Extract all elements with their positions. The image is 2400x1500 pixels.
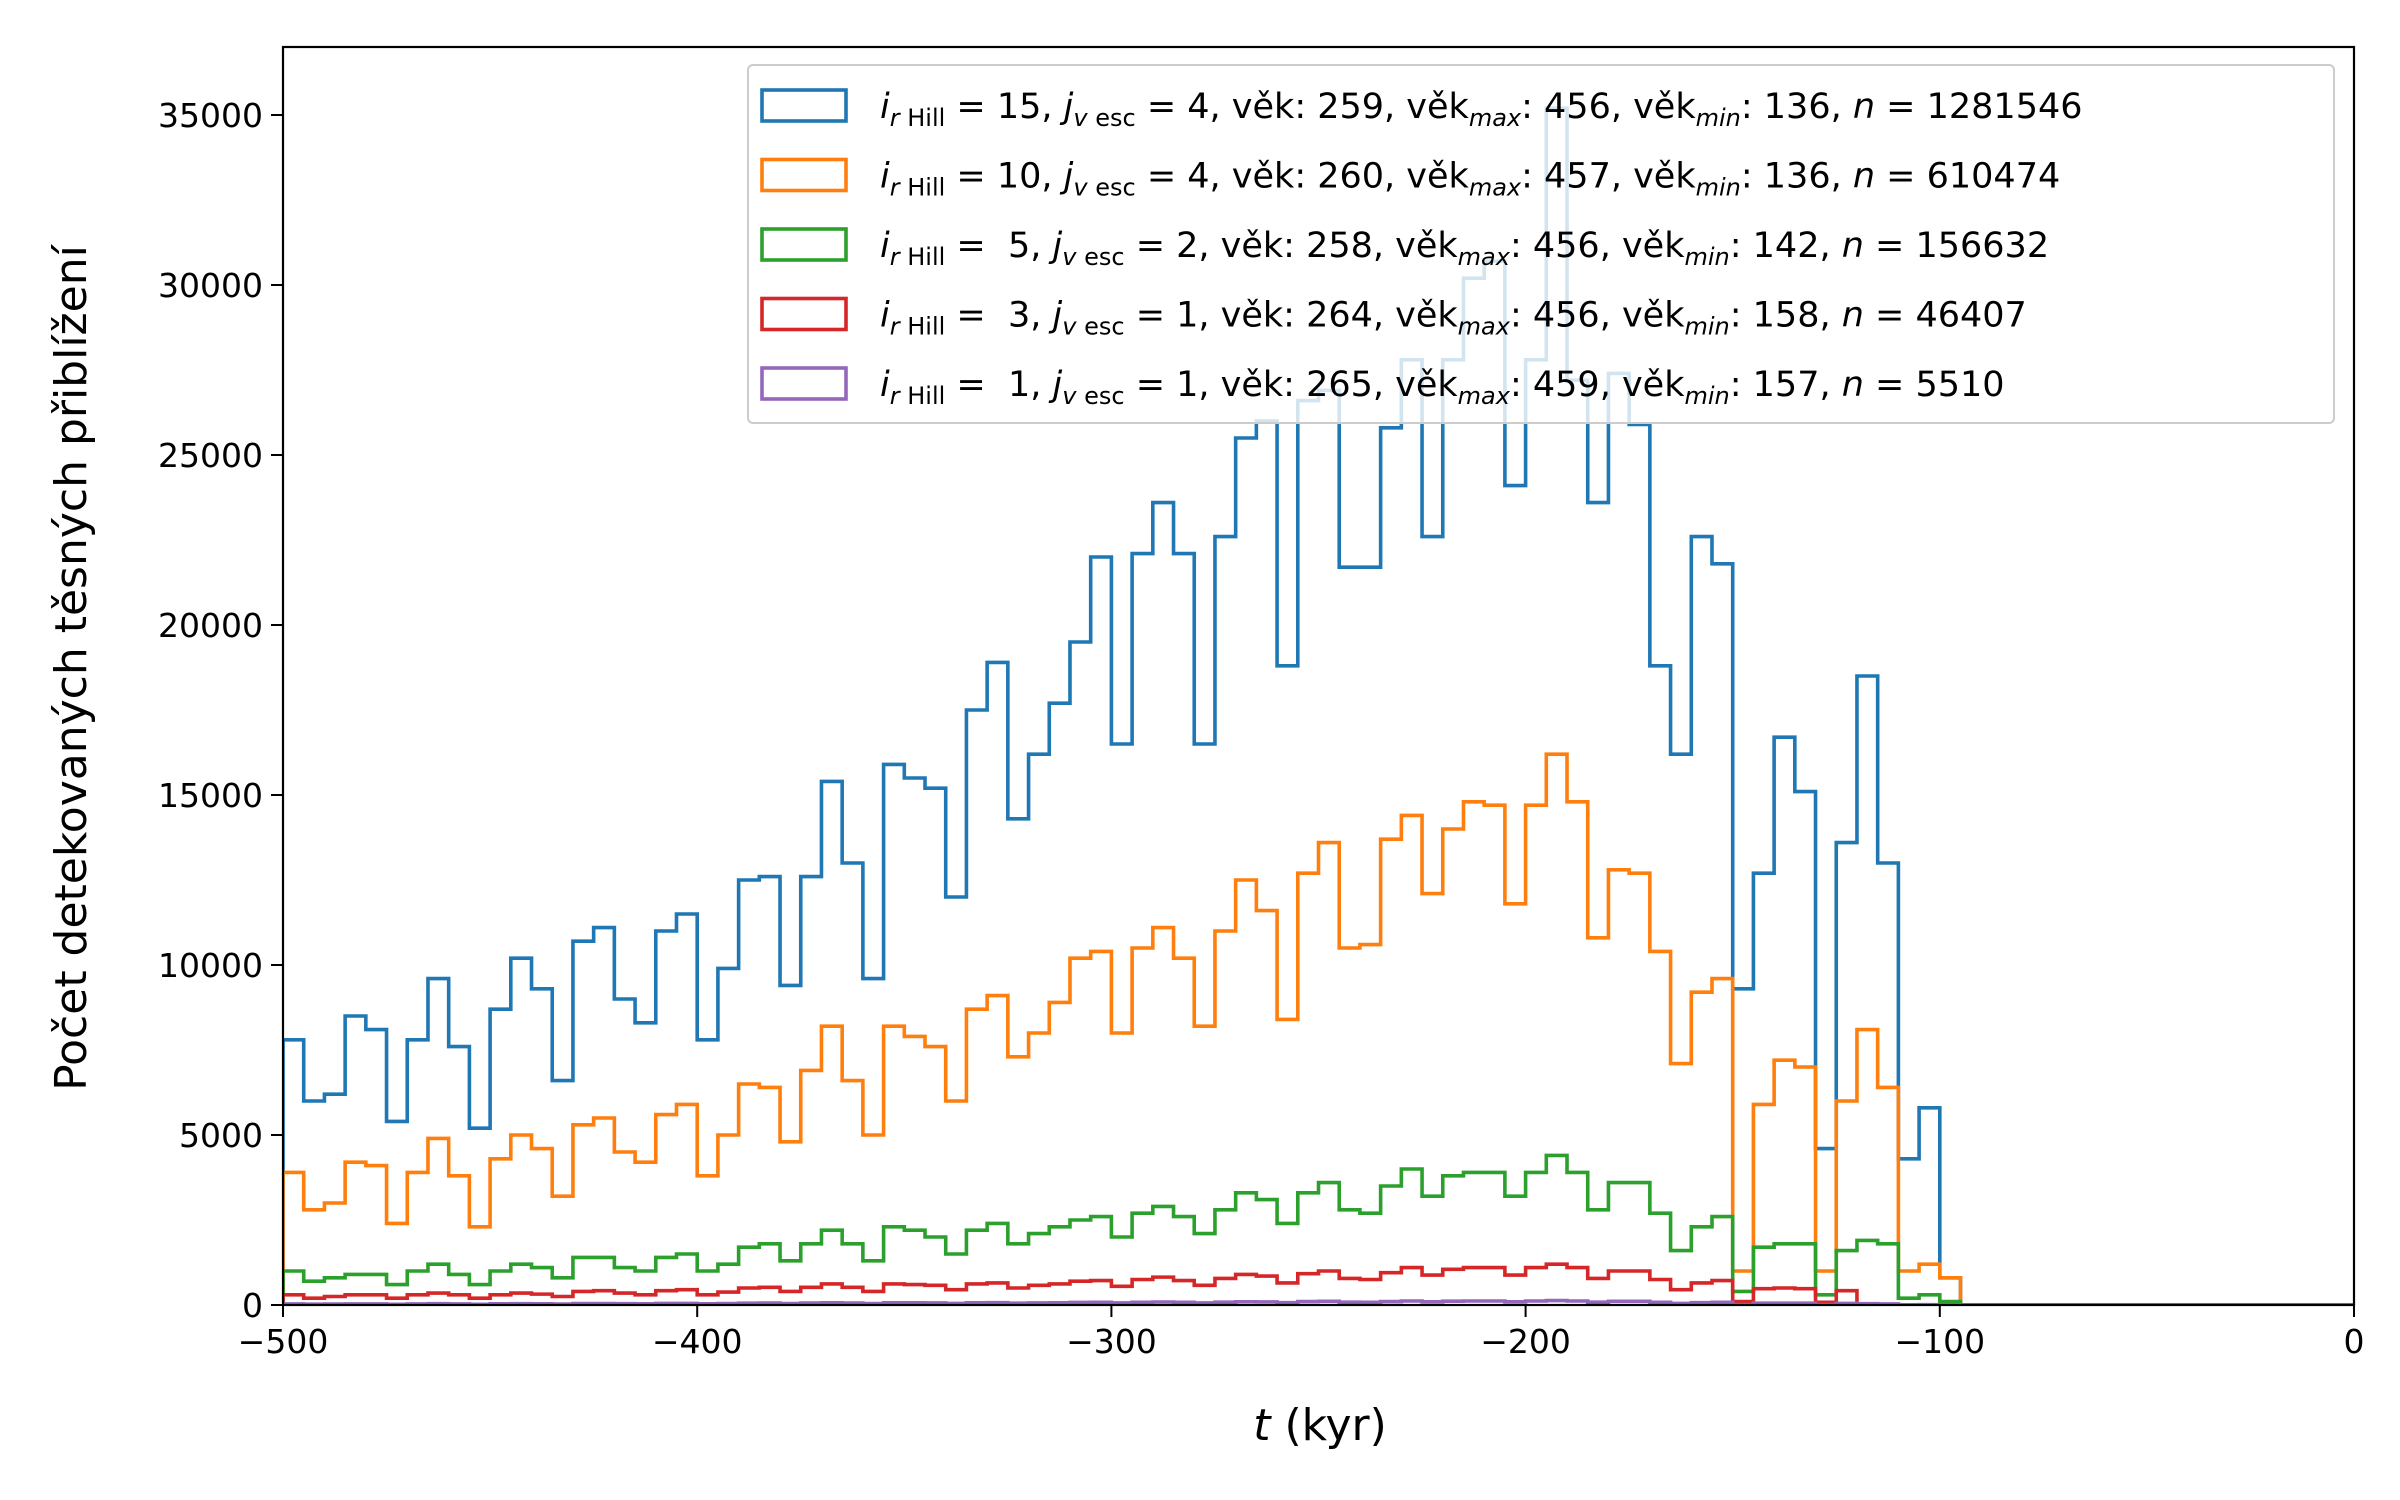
y-tick-label: 0 <box>242 1286 263 1325</box>
legend-swatch <box>760 227 848 262</box>
series-1-step-line <box>283 106 2354 1305</box>
y-tick-label: 20000 <box>158 606 263 645</box>
x-tick-label: 0 <box>2344 1322 2365 1361</box>
x-axis-title: t (kyr) <box>1253 1400 1387 1451</box>
plot-frame <box>281 45 2356 1307</box>
x-tick-label: −200 <box>1480 1322 1571 1361</box>
series-5-step-line <box>283 1298 2354 1305</box>
series-3-step-line <box>283 1153 2354 1305</box>
legend-swatch <box>760 366 848 401</box>
legend-swatch <box>760 296 848 332</box>
legend-entry-label: ir Hill = 3, jv esc = 1, věk: 264, věkma… <box>880 296 2027 341</box>
y-tick-label: 35000 <box>158 96 263 135</box>
y-tick-label: 15000 <box>158 776 263 815</box>
axis-ticks: −500 −400 −300 −200 −100 0 0 5000 10000 15000 2000… <box>158 96 2364 1361</box>
y-tick-label: 10000 <box>158 946 263 985</box>
legend-entry-label: ir Hill = 10, jv esc = 4, věk: 260, věkm… <box>880 157 2060 202</box>
y-tick-label: 5000 <box>179 1116 263 1155</box>
x-tick-label: −500 <box>238 1322 329 1361</box>
x-tick-label: −100 <box>1894 1322 1985 1361</box>
series-2-step-line <box>283 752 2354 1305</box>
y-tick-label: 25000 <box>158 436 263 475</box>
series-layer <box>283 106 2354 1305</box>
y-tick-label: 30000 <box>158 266 263 305</box>
legend-entry-label: ir Hill = 15, jv esc = 4, věk: 259, věkm… <box>880 87 2083 132</box>
y-axis-title: Počet detekovaných těsných přiblížení <box>46 243 97 1090</box>
legend-swatch <box>760 88 848 123</box>
x-tick-label: −300 <box>1066 1322 1157 1361</box>
series-4-step-line <box>283 1262 2354 1305</box>
legend-entry-label: ir Hill = 5, jv esc = 2, věk: 258, věkma… <box>880 226 2049 271</box>
legend-swatch <box>760 157 848 193</box>
legend-entry-label: ir Hill = 1, jv esc = 1, věk: 265, věkma… <box>880 365 2005 410</box>
legend: ir Hill = 15, jv esc = 4, věk: 259, věkm… <box>747 64 2335 424</box>
legend-frame <box>747 64 2335 424</box>
x-tick-label: −400 <box>652 1322 743 1361</box>
